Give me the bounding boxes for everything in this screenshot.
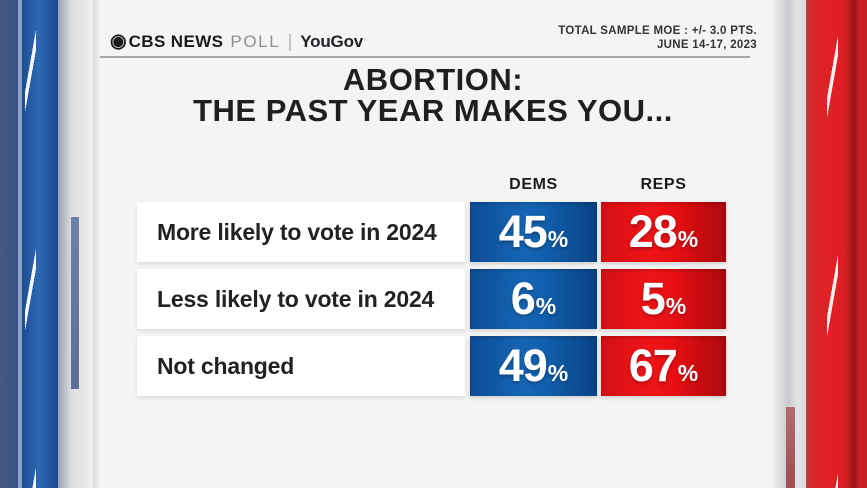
reps-value: 67 bbox=[628, 340, 678, 391]
right-panel-mini-bar bbox=[786, 407, 795, 488]
table-cell-reps: 67% bbox=[601, 336, 726, 396]
table-cell-dems: 45% bbox=[470, 202, 597, 262]
percent-sign: % bbox=[677, 360, 699, 386]
page-title: ABORTION: THE PAST YEAR MAKES YOU... bbox=[143, 64, 723, 126]
dems-value: 6 bbox=[510, 273, 536, 324]
sample-note: TOTAL SAMPLE MOE : +/- 3.0 PTS. JUNE 14-… bbox=[437, 24, 757, 52]
title-line-2: THE PAST YEAR MAKES YOU... bbox=[193, 93, 673, 128]
sample-note-moe: TOTAL SAMPLE MOE : +/- 3.0 PTS. bbox=[558, 25, 757, 37]
percent-sign: % bbox=[547, 226, 569, 252]
brand-lockup: ◉ CBS NEWS POLL YouGov ’ bbox=[110, 31, 366, 53]
table-row-label: More likely to vote in 2024 bbox=[137, 202, 465, 262]
table-row-label: Not changed bbox=[137, 336, 465, 396]
cbs-news-wordmark: CBS NEWS bbox=[128, 32, 224, 51]
table-row-label: Less likely to vote in 2024 bbox=[137, 269, 465, 329]
right-panel-gray-strip bbox=[773, 0, 788, 488]
table-cell-dems: 6% bbox=[470, 269, 597, 329]
table-cell-dems: 49% bbox=[470, 336, 597, 396]
brand-divider bbox=[289, 33, 292, 51]
sample-note-date: JUNE 14-17, 2023 bbox=[656, 39, 757, 51]
poll-wordmark: POLL bbox=[230, 32, 281, 51]
left-panel-highlight-strip bbox=[18, 0, 22, 488]
table-cell-reps: 5% bbox=[601, 269, 726, 329]
right-panel-star-marks bbox=[827, 0, 838, 488]
header-divider-line bbox=[100, 56, 750, 58]
left-studio-panel bbox=[0, 0, 93, 488]
cbs-eye-icon: ◉ bbox=[110, 31, 127, 52]
column-header-dems: DEMS bbox=[509, 176, 558, 193]
right-panel-light-strip bbox=[788, 0, 797, 488]
percent-sign: % bbox=[665, 293, 687, 319]
dems-value: 45 bbox=[498, 206, 548, 257]
card-left-shadow bbox=[93, 0, 101, 488]
percent-sign: % bbox=[547, 360, 569, 386]
dems-value: 49 bbox=[498, 340, 548, 391]
left-panel-gray-strip bbox=[58, 0, 70, 488]
right-studio-panel bbox=[773, 0, 867, 488]
yougov-wordmark: YouGov bbox=[300, 32, 364, 51]
reps-value: 5 bbox=[640, 273, 666, 324]
left-panel-star-marks bbox=[25, 0, 36, 488]
left-panel-mini-bar bbox=[71, 217, 79, 389]
percent-sign: % bbox=[535, 293, 557, 319]
table-cell-reps: 28% bbox=[601, 202, 726, 262]
right-panel-light-strip-2 bbox=[797, 0, 806, 488]
reps-value: 28 bbox=[628, 206, 678, 257]
column-header-reps: REPS bbox=[640, 176, 687, 193]
title-line-1: ABORTION: bbox=[342, 62, 524, 97]
percent-sign: % bbox=[677, 226, 699, 252]
yougov-trademark: ’ bbox=[364, 37, 367, 47]
left-panel-dark-strip bbox=[0, 0, 18, 488]
